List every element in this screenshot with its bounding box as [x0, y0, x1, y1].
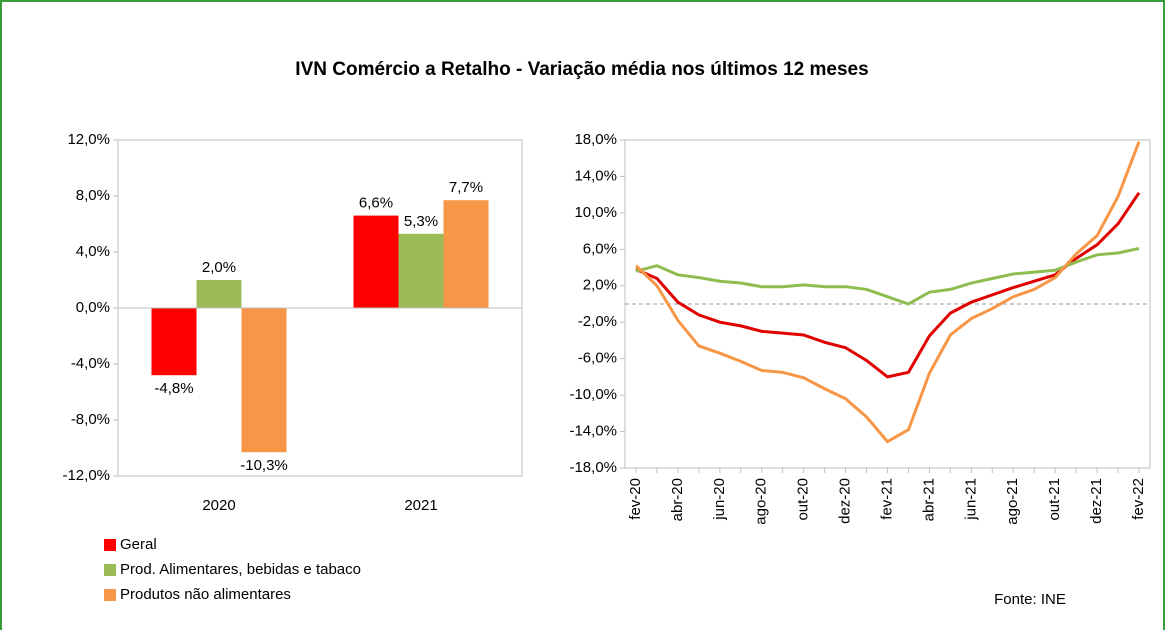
y-tick-label: -18,0%	[569, 459, 617, 476]
y-tick-label: -14,0%	[569, 423, 617, 440]
line	[635, 246, 1140, 306]
source: Fonte: INE	[994, 591, 1066, 608]
y-tick-label: 10,0%	[574, 204, 617, 221]
y-tick-label: -2,0%	[578, 313, 617, 330]
data-label: -4,8%	[154, 380, 193, 397]
y-tick-label: -8,0%	[71, 411, 110, 428]
legend-label: Geral	[120, 536, 157, 553]
x-tick-label: dez-21	[1088, 478, 1105, 524]
bar	[151, 308, 197, 376]
x-tick-label: dez-20	[837, 478, 854, 524]
y-tick-label: -12,0%	[62, 467, 110, 484]
x-tick-label: 2020	[202, 497, 235, 514]
y-tick-label: -6,0%	[578, 350, 617, 367]
x-tick-label: ago-20	[753, 478, 770, 525]
y-tick-label: 8,0%	[76, 187, 110, 204]
x-tick-label: abr-21	[920, 478, 937, 521]
legend-label: Produtos não alimentares	[120, 586, 291, 603]
x-tick-label: fev-20	[627, 478, 644, 520]
chart-title: IVN Comércio a Retalho - Variação média …	[295, 59, 868, 80]
x-tick-label: jun-21	[962, 478, 979, 521]
y-tick-label: 6,0%	[583, 240, 617, 257]
x-tick-label: 2021	[404, 497, 437, 514]
y-tick-label: -10,0%	[569, 386, 617, 403]
x-tick-label: ago-21	[1004, 478, 1021, 525]
y-tick-label: 4,0%	[76, 243, 110, 260]
y-tick-label: 2,0%	[583, 277, 617, 294]
data-label: 2,0%	[202, 259, 236, 276]
x-tick-label: out-21	[1046, 478, 1063, 521]
y-tick-label: 12,0%	[67, 131, 110, 148]
legend-swatch	[104, 564, 116, 576]
y-tick-label: 0,0%	[76, 299, 110, 316]
x-tick-label: jun-20	[711, 478, 728, 521]
data-label: -10,3%	[240, 457, 288, 474]
y-tick-label: -4,0%	[71, 355, 110, 372]
bar	[398, 233, 444, 308]
data-label: 6,6%	[359, 195, 393, 212]
data-label: 7,7%	[449, 179, 483, 196]
x-tick-label: abr-20	[669, 478, 686, 521]
data-label: 5,3%	[404, 213, 438, 230]
bar	[196, 280, 242, 308]
y-tick-label: 14,0%	[574, 167, 617, 184]
x-tick-label: fev-21	[878, 478, 895, 520]
legend-label: Prod. Alimentares, bebidas e tabaco	[120, 561, 361, 578]
bar	[443, 200, 489, 308]
line	[635, 192, 1141, 379]
legend-swatch	[104, 539, 116, 551]
line	[634, 141, 1141, 444]
bar	[241, 308, 287, 453]
legend-swatch	[104, 589, 116, 601]
x-tick-label: out-20	[795, 478, 812, 521]
x-tick-label: fev-22	[1130, 478, 1147, 520]
y-tick-label: 18,0%	[574, 131, 617, 148]
bar	[353, 215, 399, 308]
